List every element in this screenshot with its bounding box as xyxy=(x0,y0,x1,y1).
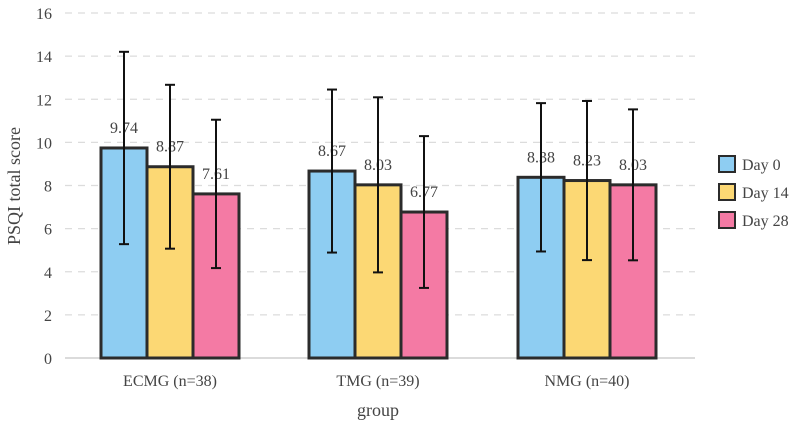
error-bar xyxy=(536,102,546,253)
y-tick-label: 16 xyxy=(36,6,52,23)
error-bar xyxy=(419,135,429,289)
x-tick-label: TMG (n=39) xyxy=(336,373,419,390)
x-tick-label: NMG (n=40) xyxy=(544,373,629,390)
error-bar xyxy=(119,50,129,246)
legend-label: Day 0 xyxy=(742,157,781,174)
legend-swatch xyxy=(718,211,736,229)
y-tick-label: 4 xyxy=(44,265,52,282)
error-bar xyxy=(211,118,221,270)
y-tick-label: 10 xyxy=(36,135,52,152)
error-bar xyxy=(327,88,337,254)
y-axis-label: PSQI total score xyxy=(4,127,24,245)
x-axis-ticks: ECMG (n=38) TMG (n=39) NMG (n=40) xyxy=(123,373,629,390)
bars: 9.748.877.618.678.036.778.38 8.23 8.03 xyxy=(99,50,658,360)
y-tick-label: 2 xyxy=(44,308,52,325)
y-axis-ticks: 0 2 4 6 8 10 12 14 16 xyxy=(36,6,52,368)
legend-label: Day 14 xyxy=(742,185,789,202)
error-bar xyxy=(373,96,383,274)
y-tick-label: 0 xyxy=(44,351,52,368)
error-bar xyxy=(582,99,592,262)
y-tick-label: 8 xyxy=(44,179,52,196)
error-bar xyxy=(165,83,175,250)
legend: Day 0 Day 14 Day 28 xyxy=(718,155,789,230)
legend-swatch xyxy=(718,155,736,173)
x-tick-label: ECMG (n=38) xyxy=(123,373,217,390)
y-tick-label: 6 xyxy=(44,222,52,239)
error-bar xyxy=(628,108,638,262)
x-axis-label: group xyxy=(357,400,399,420)
y-tick-label: 14 xyxy=(36,49,52,66)
legend-swatch xyxy=(718,183,736,201)
y-tick-label: 12 xyxy=(36,92,52,109)
legend-label: Day 28 xyxy=(742,213,789,230)
